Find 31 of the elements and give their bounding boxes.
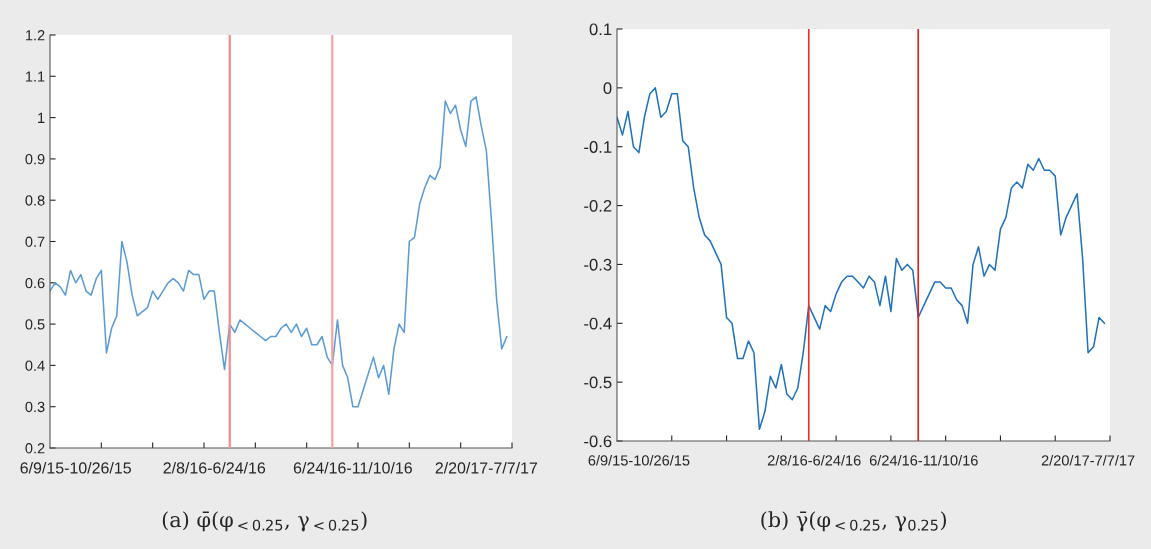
y-tick-label: 1.1 bbox=[25, 71, 45, 82]
x-tick-label: 6/9/15-10/26/15 bbox=[588, 454, 690, 466]
y-tick-label: 0.3 bbox=[25, 401, 45, 413]
x-tick-label: 2/20/17-7/7/17 bbox=[435, 461, 538, 474]
y-tick-label: -0.2 bbox=[584, 199, 612, 212]
y-tick-label: 0.2 bbox=[25, 443, 45, 454]
y-tick-label: -0.6 bbox=[584, 435, 612, 448]
x-tick-label: 2/8/16-6/24/16 bbox=[163, 461, 266, 474]
x-tick-label: 2/8/16-6/24/16 bbox=[767, 454, 861, 466]
y-tick-label: 1 bbox=[38, 112, 45, 123]
y-tick-label: 0.7 bbox=[25, 236, 45, 247]
y-tick-label: 0.5 bbox=[25, 319, 45, 330]
x-tick-label: 6/24/16-11/10/16 bbox=[869, 454, 978, 466]
y-tick-label: -0.4 bbox=[584, 317, 612, 330]
text: (a) φ̄(φ$_{<0.25}$, γ$_{<0.25}$) bbox=[162, 511, 367, 532]
x-tick-label: 6/9/15-10/26/15 bbox=[20, 461, 131, 474]
y-tick-label: 0.8 bbox=[25, 195, 45, 206]
y-tick-label: 1.2 bbox=[25, 30, 45, 41]
text: (b) γ̄(φ$_{<0.25}$, γ$_{0.25}$) bbox=[761, 511, 946, 532]
line-series bbox=[617, 87, 1106, 430]
x-tick-label: 2/20/17-7/7/17 bbox=[1041, 454, 1135, 466]
y-tick-label: 0.1 bbox=[589, 23, 612, 36]
x-tick-label: 6/24/16-11/10/16 bbox=[293, 461, 412, 474]
y-tick-label: 0 bbox=[603, 82, 612, 95]
y-tick-label: 0.9 bbox=[25, 154, 45, 165]
line-series bbox=[50, 96, 508, 408]
y-tick-label: -0.1 bbox=[584, 141, 612, 153]
y-tick-label: -0.3 bbox=[584, 258, 612, 271]
y-tick-label: 0.4 bbox=[25, 360, 45, 371]
y-tick-label: 0.6 bbox=[25, 277, 45, 289]
y-tick-label: -0.5 bbox=[584, 376, 612, 389]
